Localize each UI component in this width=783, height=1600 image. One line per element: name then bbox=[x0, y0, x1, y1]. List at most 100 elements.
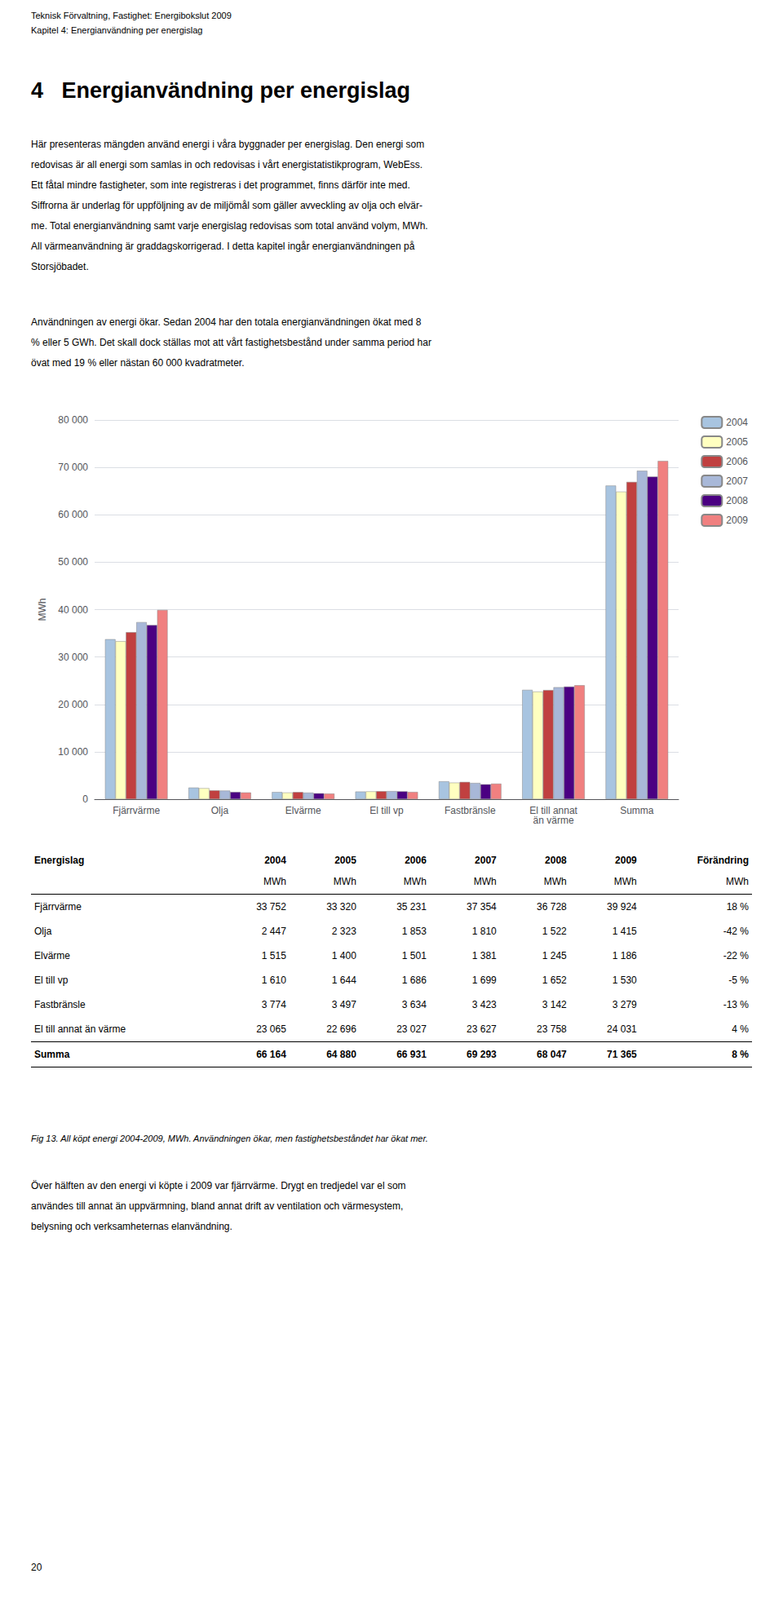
html-text:22 696: 22 696 bbox=[326, 1023, 357, 1036]
html-text:1 652: 1 652 bbox=[542, 974, 567, 987]
svg-text:Fjärrvärme: Fjärrvärme bbox=[112, 805, 160, 817]
html-text:71 365: 71 365 bbox=[606, 1048, 637, 1061]
html-text:3 634: 3 634 bbox=[401, 999, 427, 1011]
html-text:4 %: 4 % bbox=[731, 1023, 749, 1036]
html-text:1 686: 1 686 bbox=[401, 974, 427, 987]
html-text:Användningen av energi ökar. S: Användningen av energi ökar. Sedan 2004 … bbox=[30, 316, 432, 369]
svg-text:MWh: MWh bbox=[36, 598, 49, 622]
html-text:1 522: 1 522 bbox=[542, 925, 567, 938]
svg-text:10 000: 10 000 bbox=[57, 746, 89, 758]
html-text:Över hälften av den energi vi: Över hälften av den energi vi köpte i 20… bbox=[30, 1180, 406, 1233]
svg-text:2006: 2006 bbox=[725, 455, 748, 468]
html-text:66 931: 66 931 bbox=[396, 1048, 427, 1061]
html-text:2008: 2008 bbox=[544, 854, 567, 867]
html-text:Elvärme: Elvärme bbox=[34, 950, 71, 962]
svg-text:än värme: än värme bbox=[533, 814, 575, 827]
html-text:1 644: 1 644 bbox=[331, 974, 357, 987]
svg-text:40 000: 40 000 bbox=[57, 604, 89, 616]
html-text:El till annat än värme: El till annat än värme bbox=[34, 1023, 126, 1036]
html-text:3 497: 3 497 bbox=[331, 999, 357, 1011]
html-text:68 047: 68 047 bbox=[536, 1048, 567, 1061]
svg-text:El till vp: El till vp bbox=[369, 805, 404, 817]
svg-text:Olja: Olja bbox=[211, 805, 230, 817]
html-text:8 %: 8 % bbox=[731, 1048, 749, 1061]
svg-text:20 000: 20 000 bbox=[57, 698, 89, 711]
svg-text:2004: 2004 bbox=[725, 416, 748, 429]
svg-text:2009: 2009 bbox=[725, 514, 748, 527]
html-text:1 501: 1 501 bbox=[401, 950, 427, 962]
svg-text:2005: 2005 bbox=[725, 436, 748, 448]
html-text:1 381: 1 381 bbox=[472, 950, 497, 962]
html-text:MWh: MWh bbox=[473, 875, 497, 888]
html-text:MWh: MWh bbox=[263, 875, 287, 888]
html-text:-13 %: -13 % bbox=[723, 999, 749, 1011]
html-text:MWh: MWh bbox=[543, 875, 567, 888]
html-text:1 245: 1 245 bbox=[542, 950, 567, 962]
svg-text:Elvärme: Elvärme bbox=[285, 805, 322, 817]
html-text:1 610: 1 610 bbox=[261, 974, 287, 987]
html-text:2006: 2006 bbox=[404, 854, 427, 867]
svg-text:Summa: Summa bbox=[619, 805, 655, 817]
svg-text:30 000: 30 000 bbox=[57, 651, 89, 664]
svg-text:50 000: 50 000 bbox=[57, 556, 89, 568]
svg-text:El till annat: El till annat bbox=[529, 805, 578, 817]
html-text:MWh: MWh bbox=[613, 875, 637, 888]
html-text:2009: 2009 bbox=[614, 854, 637, 867]
html-text:3 142: 3 142 bbox=[542, 999, 567, 1011]
html-text:20: 20 bbox=[30, 1561, 42, 1574]
html-text:3 774: 3 774 bbox=[261, 999, 287, 1011]
html-text:MWh: MWh bbox=[403, 875, 427, 888]
html-text:1 186: 1 186 bbox=[612, 950, 637, 962]
html-text:-22 %: -22 % bbox=[723, 950, 749, 962]
html-text:3 279: 3 279 bbox=[612, 999, 637, 1011]
svg-text:80 000: 80 000 bbox=[57, 414, 89, 426]
html-text:Energislag: Energislag bbox=[34, 854, 85, 867]
html-text:2004: 2004 bbox=[264, 854, 287, 867]
html-text:33 752: 33 752 bbox=[256, 901, 287, 913]
html-text:2005: 2005 bbox=[334, 854, 357, 867]
html-text:Fastbränsle: Fastbränsle bbox=[34, 999, 86, 1011]
html-text:El till vp: El till vp bbox=[34, 974, 68, 987]
html-text:37 354: 37 354 bbox=[466, 901, 497, 913]
html-text:23 065: 23 065 bbox=[256, 1023, 287, 1036]
svg-text:2007: 2007 bbox=[725, 475, 748, 487]
html-text:23 627: 23 627 bbox=[466, 1023, 497, 1036]
html-text:18 %: 18 % bbox=[726, 901, 749, 913]
html-text:-5 %: -5 % bbox=[728, 974, 749, 987]
html-text:3 423: 3 423 bbox=[472, 999, 497, 1011]
html-text:1 699: 1 699 bbox=[472, 974, 497, 987]
html-text:4 Energianvändning per energis: 4 Energianvändning per energislag bbox=[30, 78, 411, 103]
html-text:Fjärrvärme: Fjärrvärme bbox=[34, 901, 82, 913]
svg-text:2008: 2008 bbox=[725, 495, 748, 507]
svg-text:0: 0 bbox=[82, 793, 89, 806]
html-text:1 853: 1 853 bbox=[401, 925, 427, 938]
svg-text:60 000: 60 000 bbox=[57, 508, 89, 521]
html-text:35 231: 35 231 bbox=[396, 901, 427, 913]
html-text:24 031: 24 031 bbox=[606, 1023, 637, 1036]
html-text:64 880: 64 880 bbox=[326, 1048, 357, 1061]
html-text:1 810: 1 810 bbox=[472, 925, 497, 938]
html-text:1 530: 1 530 bbox=[612, 974, 637, 987]
html-text:-42 %: -42 % bbox=[723, 925, 749, 938]
html-text:Förändring: Förändring bbox=[697, 854, 749, 867]
html-text:33 320: 33 320 bbox=[326, 901, 357, 913]
html-text:39 924: 39 924 bbox=[606, 901, 637, 913]
html-text:1 400: 1 400 bbox=[331, 950, 357, 962]
html-text:2007: 2007 bbox=[474, 854, 497, 867]
html-text:1 415: 1 415 bbox=[612, 925, 637, 938]
html-text:MWh: MWh bbox=[333, 875, 357, 888]
html-text:2 447: 2 447 bbox=[261, 925, 287, 938]
html-text:23 758: 23 758 bbox=[536, 1023, 567, 1036]
html-text:69 293: 69 293 bbox=[466, 1048, 497, 1061]
svg-text:Fastbränsle: Fastbränsle bbox=[444, 805, 496, 817]
html-text:MWh: MWh bbox=[725, 875, 749, 888]
html-text:Olja: Olja bbox=[34, 925, 52, 938]
html-text:66 164: 66 164 bbox=[256, 1048, 287, 1061]
html-text:2 323: 2 323 bbox=[331, 925, 357, 938]
html-text:1 515: 1 515 bbox=[261, 950, 287, 962]
html-text:36 728: 36 728 bbox=[536, 901, 567, 913]
html-text:Här presenteras mängden använd: Här presenteras mängden använd energi i … bbox=[30, 138, 428, 273]
svg-text:70 000: 70 000 bbox=[57, 461, 89, 474]
html-text:Summa: Summa bbox=[34, 1048, 70, 1061]
html-text:23 027: 23 027 bbox=[396, 1023, 427, 1036]
